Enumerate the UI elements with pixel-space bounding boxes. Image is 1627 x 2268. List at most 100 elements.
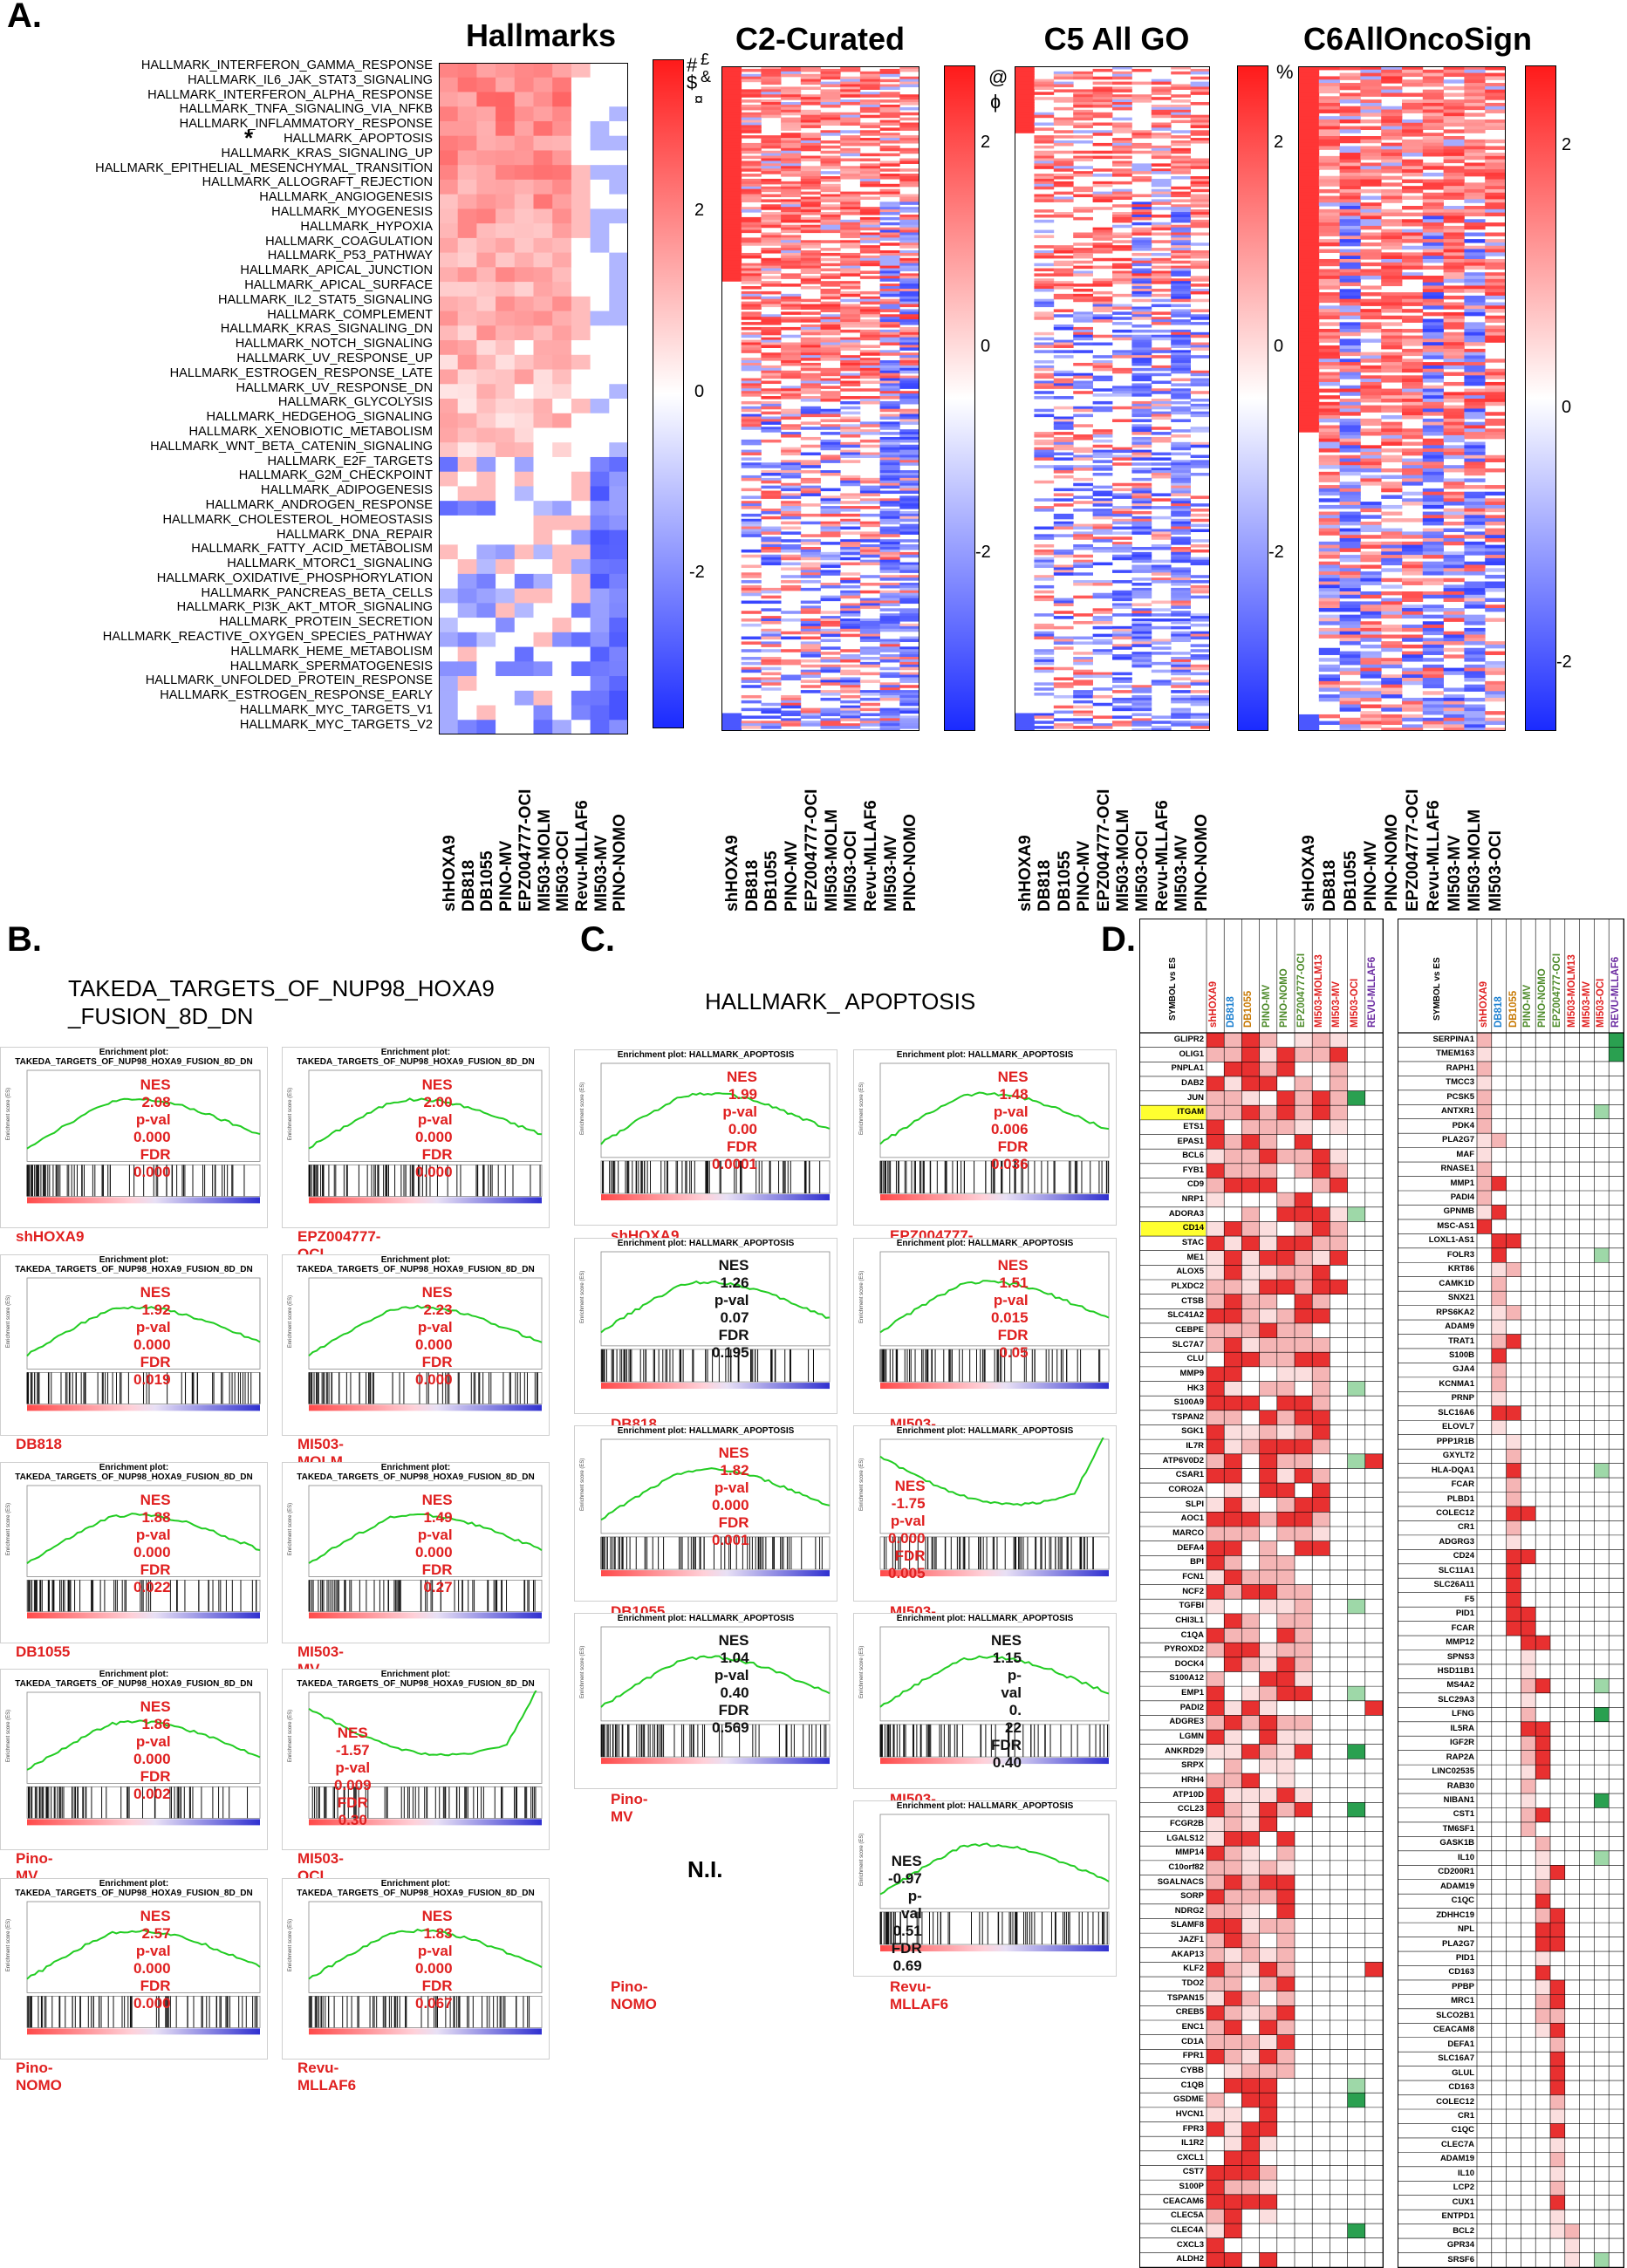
heat-cell [1340,299,1361,303]
heat-cell [1340,582,1361,585]
heat-cell [1444,146,1465,149]
hm-cell [609,457,628,472]
hm-cell [609,427,628,442]
heat-cell [1402,611,1423,615]
heat-cell [1319,685,1340,688]
heat-cell [1298,428,1319,432]
heat-cell [1191,414,1210,418]
heat-cell [1034,317,1054,320]
heat-cell [1485,382,1506,386]
heat-cell [1402,671,1423,674]
heat-cell [801,414,821,418]
heat-cell [1464,70,1485,73]
heat-cell [1131,217,1152,221]
heat-cell [1444,166,1465,169]
heat-cell [1485,325,1506,329]
heat-cell [1340,182,1361,186]
hm-cell [571,706,591,721]
hm-cell [476,297,496,311]
heat-cell [1340,239,1361,243]
title-c6-allonco: C6AllOncoSign [1291,21,1544,58]
heat-cell [1034,527,1054,530]
heat-cell [899,547,919,550]
heat-cell [1402,329,1423,332]
heat-cell [1298,303,1319,306]
heat-cell [1093,77,1113,80]
heat-cell [840,245,860,249]
heat-cell [1034,368,1054,372]
heat-cell [1319,285,1340,289]
hm-cell [515,706,534,721]
heat-cell [1464,468,1485,472]
heat-cell [1464,96,1485,99]
heat-cell [1054,273,1074,277]
heatmap-column-label: MI503-MV [1172,835,1192,912]
hm-cell [591,297,610,311]
hm-cell [571,384,591,399]
heat-cell [1423,79,1444,83]
heat-cell [761,591,781,594]
heat-cell [1464,665,1485,668]
heat-cell [880,522,900,525]
heat-cell [1171,626,1191,630]
heat-cell [1360,209,1381,213]
heat-cell [761,376,781,379]
heat-cell [1034,591,1054,594]
heat-cell [1464,641,1485,645]
stat-fdr: FDR 0.000 [133,1146,171,1181]
heat-cell [1298,325,1319,329]
hallmark-label: HALLMARK_ALLOGRAFT_REJECTION [0,175,433,190]
heat-cell [860,506,880,509]
heat-cell [1485,685,1506,688]
heat-cell [1464,654,1485,658]
heat-cell [1298,83,1319,86]
heat-cell [761,682,781,686]
heat-cell [1423,239,1444,243]
heat-cell [761,550,781,553]
heat-cell [1381,432,1402,435]
heat-cell [1073,509,1093,512]
heat-cell [1340,492,1361,495]
heat-cell [880,417,900,420]
heat-cell [880,343,900,346]
heat-cell [1319,76,1340,79]
heat-cell [1360,355,1381,359]
heat-cell [1319,632,1340,635]
heat-cell [1464,90,1485,93]
heat-cell [1073,299,1093,303]
hm-cell [534,92,553,106]
heat-cell [1360,714,1381,718]
heat-cell [1360,222,1381,226]
heat-cell [1054,667,1074,671]
heat-cell [1131,146,1152,149]
hm-cell [552,340,571,355]
heat-cell [1423,548,1444,551]
heat-cell [1444,169,1465,173]
heatmap-column-label: MI503-MOLM [1466,810,1485,912]
heat-cell [1402,435,1423,439]
heat-cell [1340,687,1361,691]
hm-cell [458,355,477,370]
heat-cell [1298,129,1319,133]
heat-cell [1171,723,1191,727]
heat-cell [1381,336,1402,339]
heat-cell [1112,220,1132,223]
heat-cell [1464,305,1485,309]
hm-cell [439,589,458,604]
hm-cell [534,282,553,297]
heat-cell [1112,657,1132,660]
heat-cell [1152,248,1172,251]
heat-cell [1319,428,1340,432]
colorbar-gradient [1526,66,1556,731]
heat-cell [1319,674,1340,678]
hallmark-label: HALLMARK_ESTROGEN_RESPONSE_EARLY [0,688,433,703]
heat-cell [1073,363,1093,366]
heat-cell [1191,682,1210,686]
hm-cell [439,706,458,721]
heat-cell [1340,349,1361,352]
heat-cell [1073,189,1093,193]
heatmap-c6-oncosign [1298,66,1506,731]
heat-cell [1423,289,1444,292]
heat-cell [1340,193,1361,196]
hm-cell [439,661,458,676]
